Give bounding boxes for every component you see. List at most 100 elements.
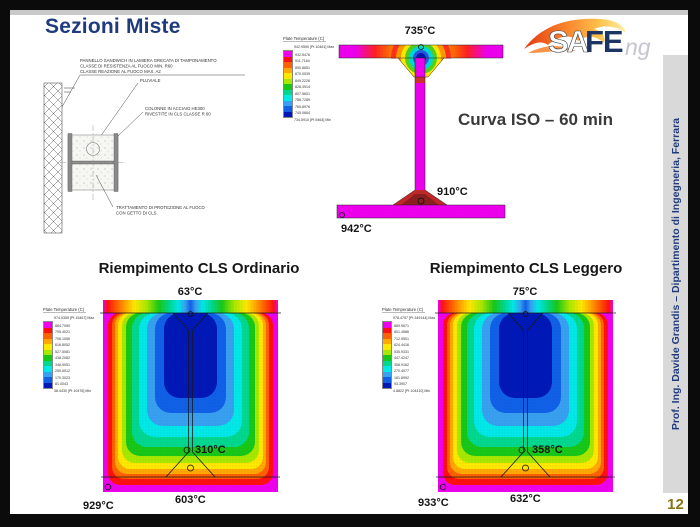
legend-color-cell <box>284 56 292 62</box>
temp-label-75: 75°C <box>512 286 538 298</box>
panel-title-ordinario: Riempimento CLS Ordinario <box>98 260 300 277</box>
legend-tick: 616.8052 <box>55 343 70 348</box>
legend-color-cell <box>44 377 52 383</box>
legend-color-cell <box>383 327 391 333</box>
legend-tick: 870.0539 <box>295 72 310 77</box>
legend-bar-row: 932.5476 911.7164 890.8851 870.0539 849.2226… <box>283 50 345 118</box>
legend-title: Plate Temperature (C) <box>283 36 327 42</box>
legend-tick: 438.2082 <box>55 356 70 361</box>
logo-text-fe: FE <box>585 24 623 59</box>
legend-tick-labels: 932.5476 911.7164 890.8851 870.0539 849.2226… <box>295 50 310 118</box>
probe-markers <box>439 311 529 491</box>
slide: Sezioni Miste SA FE ng PANNELLO SANDWICH… <box>10 10 688 514</box>
legend-tick: 889.9671 <box>394 323 409 328</box>
legend-color-cell <box>284 73 292 79</box>
panel-note-line3: CLASSE REAZIONE AL FUOCO MAX. A2 <box>80 69 161 74</box>
treatment-leader-line <box>95 174 114 208</box>
legend-tick: 828.3914 <box>295 85 310 90</box>
temp-label-942: 942°C <box>341 223 372 235</box>
probe-circle-603 <box>187 464 194 472</box>
embedded-ibeam-outline <box>435 312 616 478</box>
legend-colorbar <box>43 321 53 389</box>
logo-flame-swoosh-icon <box>528 46 576 53</box>
wall-column-section-drawing: PANNELLO SANDWICH IN LAMIERA GRECATA DI … <box>43 58 245 234</box>
legend-color-cell <box>284 95 292 101</box>
page-title: Sezioni Miste <box>45 15 181 38</box>
legend-color-cell <box>44 371 52 377</box>
legend-color-cell <box>383 366 391 372</box>
treatment-note-line2: CON GETTO DI CLS. <box>116 211 158 216</box>
legend-tick: 259.6012 <box>55 369 70 374</box>
ordinario-legend: Plate Temperature (C) 974.0355 [Pt 15467]… <box>43 298 105 393</box>
legend-tick: 712.9501 <box>394 336 409 341</box>
legend-tick: 447.4247 <box>394 356 409 361</box>
legend-tick: 535.9331 <box>394 349 409 354</box>
panel-note-leader-line <box>61 74 245 108</box>
legend-max-value: 942.9590 [Pt 10461] Max <box>294 45 335 49</box>
leggero-heatmap-svg <box>435 300 616 492</box>
legend-tick: 358.9162 <box>394 362 409 367</box>
mesh-overlay <box>103 300 278 492</box>
treatment-note-line1: TRATTAMENTO DI PROTEZIONE AL FUOCO <box>116 205 206 210</box>
legend-color-cell <box>284 78 292 84</box>
legend-color-cell <box>44 322 52 328</box>
temp-label-310: 310°C <box>195 444 226 456</box>
temp-label-632: 632°C <box>510 493 541 505</box>
legend-colorbar <box>283 50 293 118</box>
legend-tick: 348.9051 <box>55 362 70 367</box>
temp-label-933: 933°C <box>418 497 449 509</box>
temp-label-358: 358°C <box>532 444 563 456</box>
probe-circle-63 <box>187 311 194 317</box>
panel-title-leggero: Riempimento CLS Leggero <box>429 260 623 277</box>
legend-title: Plate Temperature (C) <box>43 307 87 313</box>
legend-color-cell <box>383 377 391 383</box>
legend-tick: 807.5601 <box>295 91 310 96</box>
probe-markers <box>104 311 194 491</box>
legend-color-cell <box>383 382 391 388</box>
leggero-legend: Plate Temperature (C) 978.4757 [Pt 349144… <box>382 298 444 393</box>
ibeam-probe-markers <box>339 44 425 218</box>
embedded-ibeam-outline <box>100 312 281 478</box>
logo-text-sa: SA <box>548 24 589 59</box>
legend-tick: 170.3023 <box>55 375 70 380</box>
panel-note-line1: PANNELLO SANDWICH IN LAMIERA GRECATA DI … <box>80 58 217 63</box>
legend-tick-labels: 884.7090 795.4021 706.1056 616.8052 527.5081… <box>55 321 70 389</box>
logo-flame-icon <box>524 18 626 49</box>
legend-color-cell <box>44 360 52 366</box>
legend-tick: 527.5081 <box>55 349 70 354</box>
probe-circle-358 <box>518 446 526 454</box>
legend-tick-labels: 889.9671 801.4586 712.9501 624.4416 535.9331… <box>394 321 409 389</box>
legend-tick: 849.2226 <box>295 78 310 83</box>
sandwich-panel-hatch <box>43 82 63 234</box>
panel-note-line2: CLASSE DI RESISTENZA AL FUOCO MIN. R60 <box>80 64 173 69</box>
legend-color-cell <box>44 327 52 333</box>
legend-max-value: 974.0355 [Pt 15467] Max <box>54 316 95 320</box>
temp-label-63: 63°C <box>177 286 203 298</box>
pluviale-label: PLUVIALE <box>140 78 161 83</box>
column-note-line1: COLONNE IN ACCIAIO HE300 <box>145 106 205 111</box>
column-note-line2: RIVESTITE IN CLS CLASSE R 60 <box>145 112 211 117</box>
mesh-overlay <box>438 300 613 492</box>
legend-color-cell <box>383 333 391 339</box>
column-note-leader-line <box>117 111 144 137</box>
legend-color-cell <box>383 322 391 328</box>
ibeam-legend: Plate Temperature (C) 942.9590 [Pt 10461]… <box>283 27 345 122</box>
legend-color-cell <box>284 84 292 90</box>
legend-tick: 270.4077 <box>394 369 409 374</box>
legend-tick: 801.4586 <box>394 330 409 335</box>
legend-min-value: 734.5910 [Pt 5464] Min <box>294 118 332 122</box>
ibeam-outline <box>336 44 506 219</box>
legend-color-cell <box>284 100 292 106</box>
legend-bar-row: 889.9671 801.4586 712.9501 624.4416 535.9331… <box>382 321 444 389</box>
safe-logo: SA FE ng <box>524 18 651 60</box>
legend-tick: 181.8992 <box>394 375 409 380</box>
legend-tick: 81.0043 <box>55 382 68 387</box>
legend-color-cell <box>383 355 391 361</box>
legend-tick: 745.0664 <box>295 111 310 116</box>
legend-color-cell <box>284 51 292 57</box>
legend-tick: 765.8976 <box>295 104 310 109</box>
column-section <box>60 125 126 201</box>
legend-tick: 884.7090 <box>55 323 70 328</box>
legend-tick: 93.3907 <box>394 382 407 387</box>
